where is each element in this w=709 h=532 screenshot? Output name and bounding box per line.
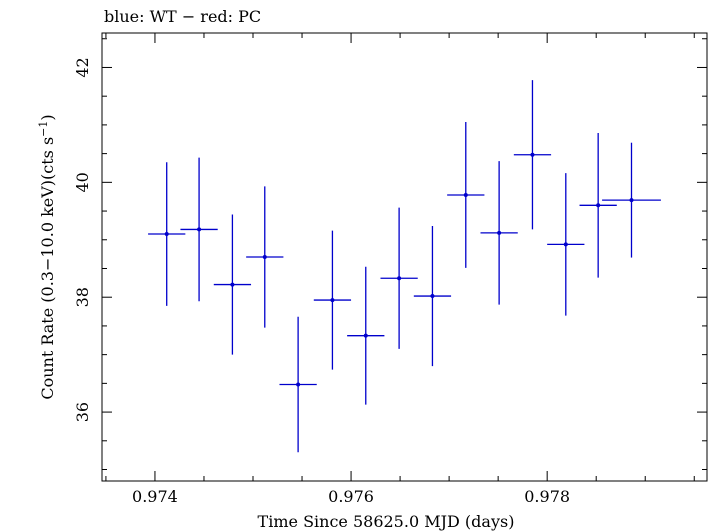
data-point xyxy=(513,80,552,230)
data-point xyxy=(480,161,518,305)
y-axis: 36 38 40 42 xyxy=(73,38,707,471)
data-point xyxy=(380,207,418,349)
data-points xyxy=(148,80,661,453)
chart-title: blue: WT − red: PC xyxy=(104,7,261,26)
data-marker xyxy=(363,333,368,338)
data-point xyxy=(602,142,661,258)
data-point xyxy=(180,157,218,302)
data-point xyxy=(246,186,284,328)
data-point xyxy=(547,173,585,316)
data-marker xyxy=(197,227,202,232)
data-marker xyxy=(430,294,435,299)
x-axis: 0.974 0.976 0.978 xyxy=(105,33,695,506)
y-axis-label-main: Count Rate (0.3−10.0 keV)(cts s xyxy=(38,137,57,400)
data-point xyxy=(213,214,252,355)
data-marker xyxy=(296,382,301,387)
y-axis-label-end: ) xyxy=(38,114,57,120)
y-axis-label-superscript: −1 xyxy=(37,121,50,137)
data-marker xyxy=(497,230,502,235)
x-tick-label: 0.974 xyxy=(132,487,178,506)
data-marker xyxy=(164,232,169,237)
x-tick-label: 0.978 xyxy=(524,487,570,506)
data-marker xyxy=(563,242,568,247)
y-tick-label: 40 xyxy=(73,172,92,192)
data-point xyxy=(347,266,385,405)
y-axis-label: Count Rate (0.3−10.0 keV)(cts s−1) xyxy=(37,114,57,399)
data-point xyxy=(279,316,317,453)
data-point xyxy=(413,225,452,367)
x-tick-label: 0.976 xyxy=(328,487,374,506)
plot-frame xyxy=(101,32,708,482)
data-point xyxy=(313,230,352,370)
data-marker xyxy=(230,282,235,287)
data-point xyxy=(579,132,617,278)
y-tick-label: 36 xyxy=(73,402,92,422)
data-marker xyxy=(530,152,535,157)
x-axis-label: Time Since 58625.0 MJD (days) xyxy=(258,512,515,531)
y-tick-label: 42 xyxy=(73,57,92,77)
y-tick-label: 38 xyxy=(73,287,92,307)
data-marker xyxy=(397,276,402,281)
data-point xyxy=(447,122,485,268)
data-point xyxy=(148,162,186,306)
data-marker xyxy=(330,298,335,303)
data-marker xyxy=(262,255,267,259)
data-marker xyxy=(463,192,468,197)
data-marker xyxy=(629,198,634,203)
data-marker xyxy=(596,203,601,208)
